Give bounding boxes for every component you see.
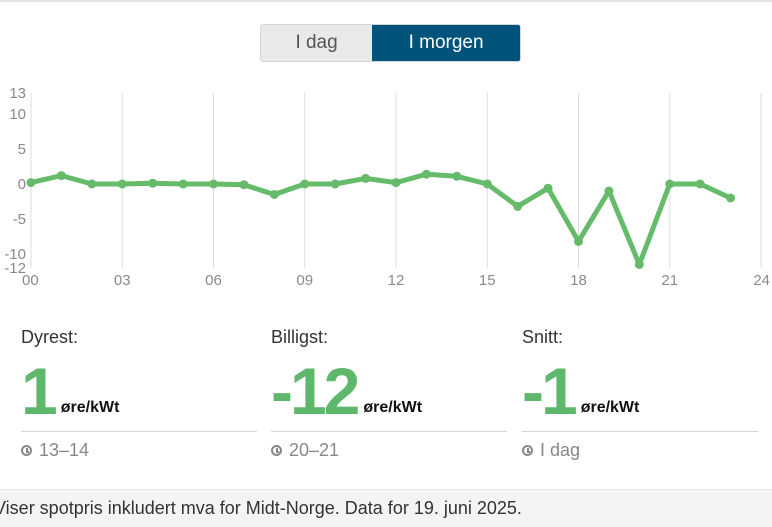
stat-highest-unit: øre/kWt xyxy=(60,399,120,416)
price-point xyxy=(330,179,340,189)
price-point xyxy=(300,179,310,189)
price-point xyxy=(239,180,249,190)
price-point xyxy=(543,183,553,193)
clock-icon xyxy=(271,445,282,456)
price-point xyxy=(421,169,431,179)
price-chart: 13 10 5 0 -5 -10-12 00 03 06 09 12 15 18 21 24 xyxy=(4,85,770,289)
stat-average-time: I dag xyxy=(540,440,581,460)
y-tick-label: 0 xyxy=(18,176,26,193)
stat-highest-time-row: 13–14 xyxy=(21,440,257,461)
tab-today[interactable]: I dag xyxy=(261,25,373,61)
stat-lowest: Billigst: -12 øre/kWt 20–21 xyxy=(271,325,507,461)
stat-lowest-value: -12 xyxy=(271,354,360,428)
price-point xyxy=(26,178,36,188)
stat-divider xyxy=(522,431,758,432)
x-tick-label: 03 xyxy=(114,272,131,289)
stat-average-label: Snitt: xyxy=(522,327,564,347)
stat-average-value: -1 xyxy=(522,354,578,428)
price-point xyxy=(391,178,401,188)
price-point xyxy=(178,179,188,189)
stat-divider xyxy=(21,431,257,432)
x-tick-label: 15 xyxy=(479,272,496,289)
price-point xyxy=(574,236,583,246)
x-tick-label: 24 xyxy=(753,272,770,289)
x-tick-label: 06 xyxy=(205,272,222,289)
stat-lowest-time: 20–21 xyxy=(289,440,340,460)
price-point xyxy=(665,179,675,189)
price-point xyxy=(634,260,644,269)
stat-divider xyxy=(271,431,507,432)
stat-average-time-row: I dag xyxy=(522,440,758,461)
price-point xyxy=(209,179,218,189)
clock-icon xyxy=(21,445,32,456)
price-point xyxy=(695,179,705,189)
y-tick-label: -10 xyxy=(4,246,26,263)
clock-icon xyxy=(522,445,533,456)
stat-highest-value: 1 xyxy=(21,354,58,428)
price-point xyxy=(361,173,371,183)
y-tick-label: -5 xyxy=(13,211,26,228)
stat-highest-time: 13–14 xyxy=(39,440,90,460)
stat-lowest-time-row: 20–21 xyxy=(271,440,507,461)
price-point xyxy=(148,178,158,188)
y-axis-ticks: 13 10 5 0 -5 -10-12 xyxy=(4,85,26,277)
price-point xyxy=(117,179,127,189)
x-tick-label: 09 xyxy=(296,272,313,289)
stat-highest: Dyrest: 1 øre/kWt 13–14 xyxy=(21,325,257,461)
x-tick-label: 18 xyxy=(570,272,587,289)
y-tick-label: 13 xyxy=(9,85,26,102)
price-line xyxy=(28,171,734,267)
y-tick-label: -12 xyxy=(4,260,26,277)
price-point xyxy=(482,179,492,189)
x-tick-label: 00 xyxy=(22,272,39,289)
stat-average: Snitt: -1 øre/kWt I dag xyxy=(522,325,758,461)
x-tick-label: 21 xyxy=(661,272,678,289)
y-tick-label: 10 xyxy=(9,106,26,123)
price-point xyxy=(452,171,462,181)
stat-lowest-label: Billigst: xyxy=(271,327,329,347)
top-divider xyxy=(0,0,772,2)
day-toggle: I dag I morgen xyxy=(260,24,521,62)
stat-lowest-unit: øre/kWt xyxy=(363,399,423,416)
price-point xyxy=(604,186,614,196)
tab-tomorrow[interactable]: I morgen xyxy=(372,25,520,61)
footer-text: Viser spotpris inkludert mva for Midt-No… xyxy=(0,498,522,518)
price-point xyxy=(513,201,523,211)
price-point xyxy=(87,179,97,189)
stat-highest-label: Dyrest: xyxy=(21,327,79,347)
footer-note: Viser spotpris inkludert mva for Midt-No… xyxy=(0,489,772,527)
stat-average-unit: øre/kWt xyxy=(580,399,640,416)
x-axis-ticks: 00 03 06 09 12 15 18 21 24 xyxy=(22,272,770,289)
price-points xyxy=(26,169,736,269)
y-tick-label: 5 xyxy=(18,141,26,158)
price-point xyxy=(726,193,736,203)
price-point xyxy=(269,190,279,199)
x-tick-label: 12 xyxy=(388,272,405,289)
price-point xyxy=(56,171,66,181)
